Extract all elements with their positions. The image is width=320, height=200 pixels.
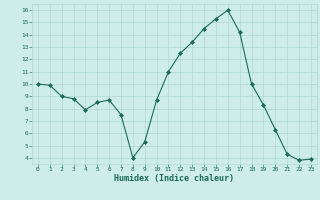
X-axis label: Humidex (Indice chaleur): Humidex (Indice chaleur) <box>115 174 234 183</box>
